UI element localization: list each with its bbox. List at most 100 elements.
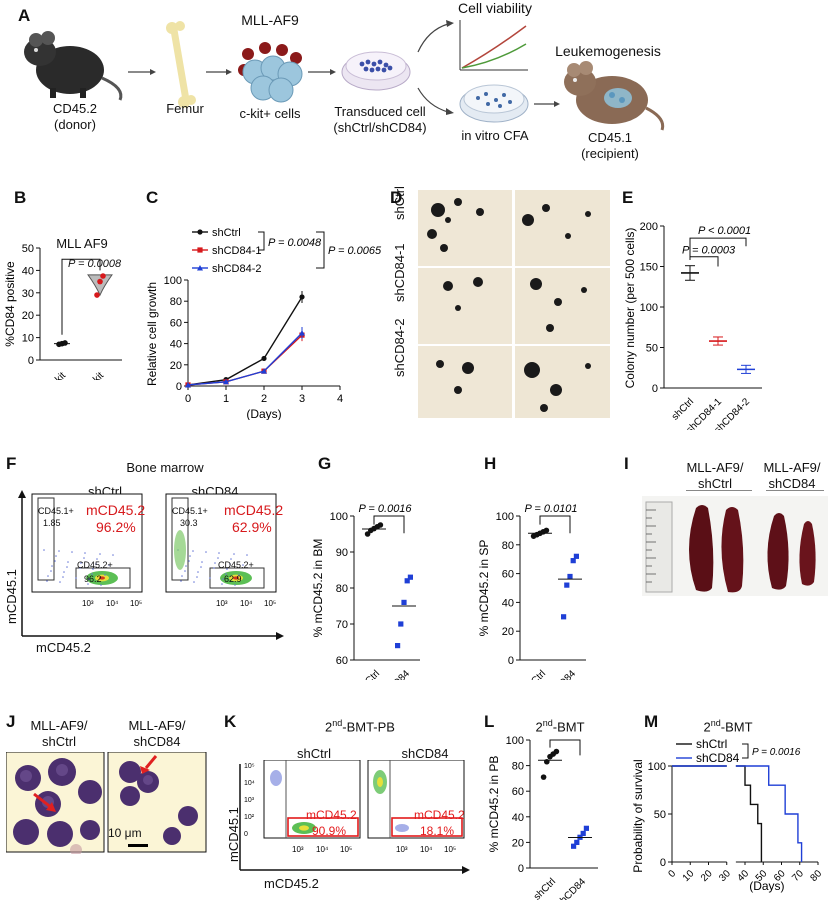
f-y-arrowhead xyxy=(18,490,26,498)
m-title-sup: nd xyxy=(710,718,721,728)
panel-f-flow-plots: 10³ 10⁴ 10⁵ 10³ 10⁴ 10⁵ xyxy=(18,490,284,640)
i-left-line1: MLL-AF9/ xyxy=(686,460,744,475)
f-event xyxy=(88,578,90,580)
l-y-tick-label: 40 xyxy=(512,812,524,824)
f-event xyxy=(229,563,231,565)
e-bracket-2 xyxy=(689,256,719,267)
c-y-tick-label: 40 xyxy=(170,339,182,351)
ckit-label: c-kit+ cells xyxy=(239,106,301,121)
f-event xyxy=(67,561,69,563)
f-event xyxy=(95,563,97,565)
l-point xyxy=(583,825,589,831)
g-point xyxy=(398,621,404,627)
c-ylabel: Relative cell growth xyxy=(145,282,159,386)
f-event xyxy=(214,562,216,564)
m-bracket xyxy=(742,743,749,759)
k-x-arrowhead xyxy=(462,866,470,874)
colony-dot xyxy=(585,363,591,369)
f-event xyxy=(225,573,227,575)
panel-d-row2-label: shCD84-1 xyxy=(392,243,407,302)
h-x-tick-label: shCD84 xyxy=(545,668,579,680)
transduced-label-line1: Transduced cell xyxy=(334,104,426,119)
colony-plate xyxy=(515,346,610,418)
colony-dot xyxy=(585,211,591,217)
f-event xyxy=(75,577,77,579)
f-x-tick: 10⁵ xyxy=(264,599,276,608)
panel-label-f: F xyxy=(6,454,17,473)
colony-dot xyxy=(554,298,562,306)
h-y-tick-label: 60 xyxy=(502,569,514,581)
f-x-tick: 10⁵ xyxy=(130,599,142,608)
panel-label-i: I xyxy=(624,454,629,473)
h-bracket xyxy=(539,515,571,534)
l-y-tick-label: 20 xyxy=(512,837,524,849)
f-event xyxy=(46,580,48,582)
f-density-peak xyxy=(233,576,239,580)
colony-dot xyxy=(440,244,448,252)
k-right-title: shCD84 xyxy=(401,746,449,761)
k-x-tick: 10⁵ xyxy=(444,845,456,854)
donor-mouse-icon xyxy=(24,31,123,101)
panel-m-title: 2nd-BMT xyxy=(688,718,768,734)
cytospin-images xyxy=(6,752,207,854)
b-point xyxy=(62,340,68,346)
g-ylabel: % mCD45.2 in BM xyxy=(311,539,325,638)
k-x-tick: 10⁴ xyxy=(316,845,329,854)
h-point xyxy=(567,573,573,580)
f-event xyxy=(96,558,98,560)
panel-label-h: H xyxy=(484,454,497,473)
m-x-tick-label: 80 xyxy=(808,868,824,884)
m-legend-label: shCtrl xyxy=(696,737,727,751)
l-x-tick-label: shCD84 xyxy=(555,876,589,900)
e-y-tick-label: 100 xyxy=(640,302,658,314)
f-ylabel: mCD45.1 xyxy=(4,569,19,624)
f-event xyxy=(54,560,56,562)
j-scale-label: 10 μm xyxy=(108,826,142,840)
m-x-tick-label: 10 xyxy=(681,868,697,884)
f-event xyxy=(91,573,93,575)
k-left-gate-name: mCD45.2 xyxy=(306,808,357,822)
colony-dot xyxy=(550,384,562,396)
g-point xyxy=(404,578,410,584)
m-legend-label: shCD84 xyxy=(696,751,740,765)
k-x-tick: 10⁴ xyxy=(420,845,433,854)
c-pvalue-2: P = 0.0065 xyxy=(328,245,382,257)
m-pvalue: P = 0.0016 xyxy=(752,747,801,758)
panel-label-b: B xyxy=(14,188,27,207)
f-left-big-name: mCD45.2 xyxy=(86,502,146,518)
k-xlabel: mCD45.2 xyxy=(264,876,319,891)
i-right-line2: shCD84 xyxy=(768,476,816,491)
colony-plate xyxy=(418,346,512,418)
l-ylabel: % mCD45.2 in PB xyxy=(487,756,501,853)
k-x-tick: 10⁵ xyxy=(340,845,352,854)
c-point xyxy=(261,368,267,374)
l-point xyxy=(574,839,580,845)
colony-dot xyxy=(524,362,540,378)
e-y-tick-label: 200 xyxy=(640,221,658,233)
f-event xyxy=(100,584,102,586)
f-event xyxy=(185,565,187,567)
k-right-gate-name: mCD45.2 xyxy=(414,808,465,822)
h-y-tick-label: 20 xyxy=(502,626,514,638)
spleen-photo xyxy=(642,490,828,596)
f-xlabel: mCD45.2 xyxy=(36,640,91,655)
m-ylabel: Probability of survival xyxy=(631,759,645,872)
colony-row xyxy=(418,268,610,344)
panel-label-d: D xyxy=(390,188,403,207)
k-density-core xyxy=(299,825,309,831)
h-y-tick-label: 0 xyxy=(508,655,514,667)
f-event xyxy=(66,566,68,568)
colony-dot xyxy=(427,229,437,239)
g-y-tick-label: 60 xyxy=(336,655,348,667)
colony-row xyxy=(418,190,610,266)
c-bracket-1 xyxy=(258,231,265,251)
mll-af9-label: MLL-AF9 xyxy=(241,12,299,28)
spleen-icons xyxy=(689,505,816,593)
f-event xyxy=(246,554,248,556)
g-y-tick-label: 100 xyxy=(330,511,348,523)
m-y-tick-label: 0 xyxy=(660,857,666,869)
e-ylabel: Colony number (per 500 cells) xyxy=(623,228,637,389)
h-point xyxy=(561,614,567,620)
b-y-tick-label: 20 xyxy=(22,310,34,322)
